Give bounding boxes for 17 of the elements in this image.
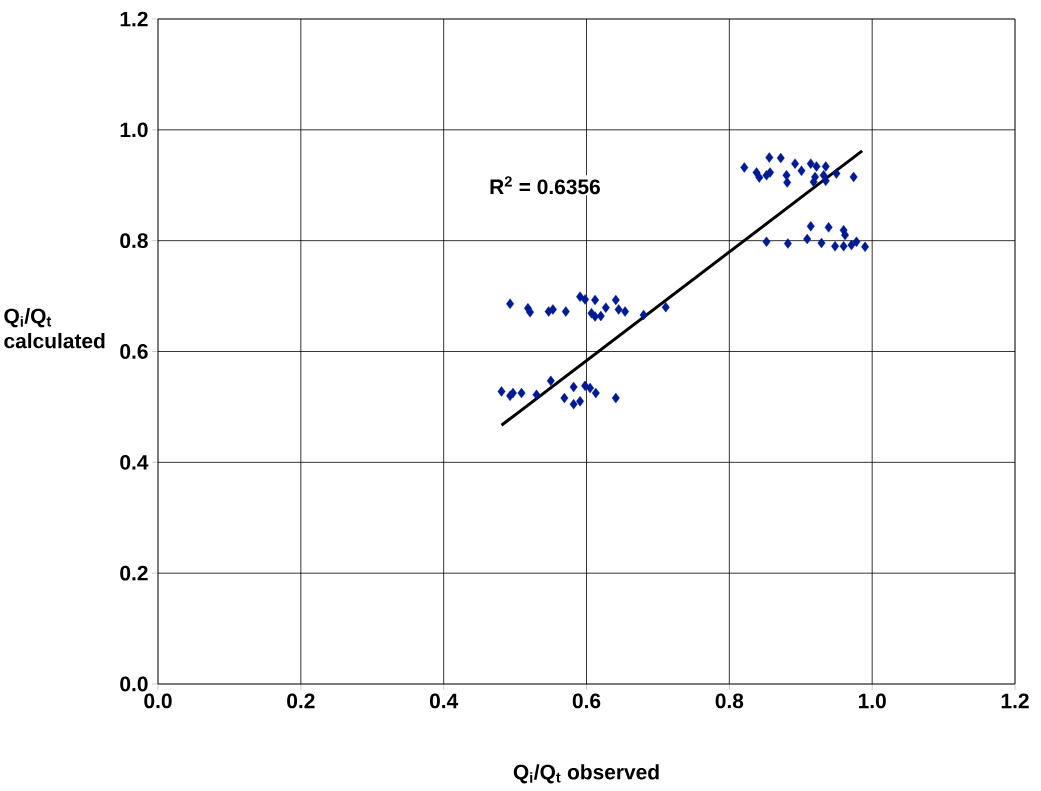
x-tick-label: 0.6 [572, 693, 601, 709]
y-tick-label: 0.2 [120, 565, 148, 581]
x-tick-label: 0.0 [144, 693, 172, 709]
y-tick-label: 1.0 [120, 122, 148, 138]
x-axis-title: Q$_{i}$/Q$_{t}$ observed [513, 764, 659, 784]
y-tick-label: 0.6 [120, 344, 148, 359]
y-tick-label: 0.0 [120, 676, 148, 692]
y-tick-label: 0.8 [120, 233, 148, 249]
annotation: R$^{2}$ = 0.6356 [490, 176, 600, 195]
y-axis-title: Q$_{i}$/Q$_{t}$ calculated [4, 308, 105, 349]
y-tick-label: 1.2 [120, 11, 148, 27]
x-tick-label: 0.2 [287, 693, 315, 709]
x-tick-label: 1.0 [858, 693, 886, 709]
x-tick-label: 0.4 [429, 693, 459, 709]
y-tick-label: 0.4 [120, 454, 149, 470]
x-tick-label: 0.8 [715, 693, 744, 709]
x-tick-label: 1.2 [1001, 693, 1029, 709]
